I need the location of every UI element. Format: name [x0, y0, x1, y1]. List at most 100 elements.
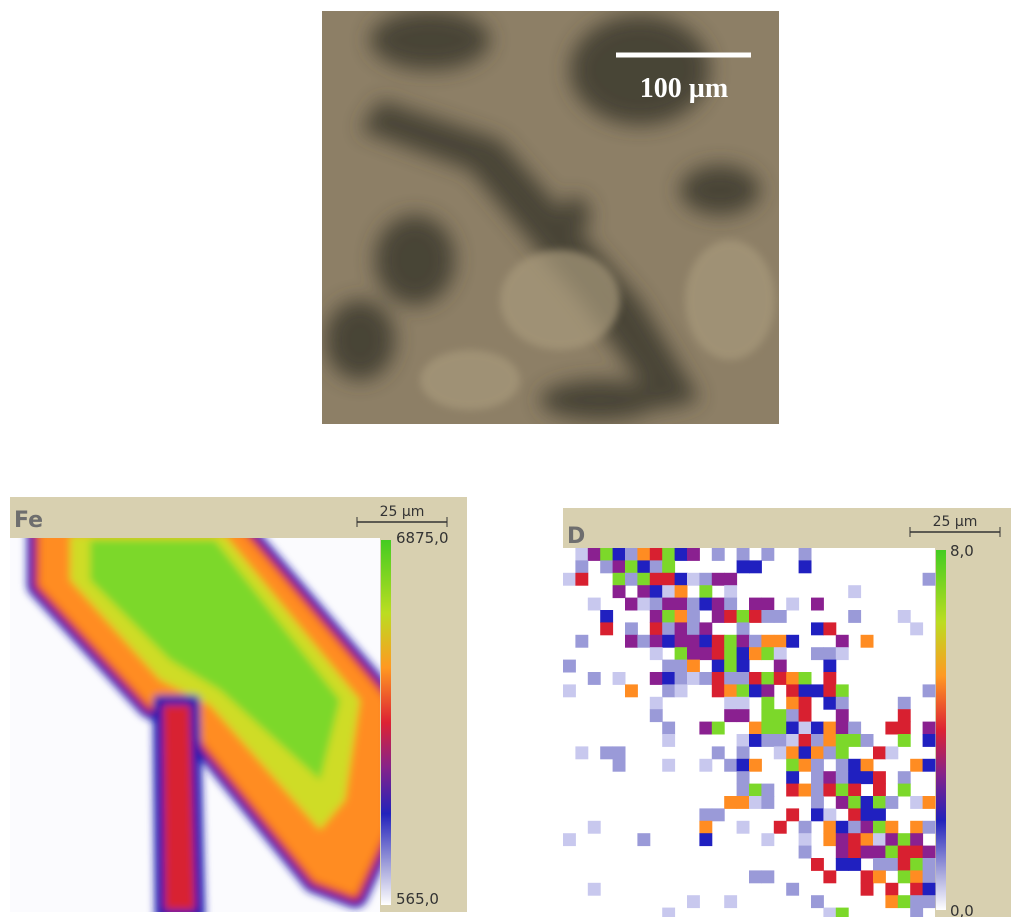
map-cell	[649, 622, 663, 636]
map-cell	[885, 845, 899, 859]
map-cell	[873, 870, 886, 884]
map-cell	[711, 721, 725, 735]
map-cell	[910, 622, 924, 636]
map-cell	[736, 758, 750, 772]
map-cell	[662, 672, 676, 685]
fe-panel: Fe 25 µm 6875,0 565,0	[10, 497, 467, 912]
map-cell	[811, 858, 824, 871]
map-cell	[699, 721, 713, 735]
map-cell	[612, 672, 626, 685]
map-cell	[823, 647, 837, 661]
map-cell	[848, 808, 862, 822]
map-cell	[736, 820, 750, 834]
map-cell	[897, 833, 911, 847]
map-cell	[835, 858, 849, 871]
map-cell	[922, 572, 936, 586]
map-cell	[885, 895, 899, 909]
max-label: 8,0	[950, 542, 974, 560]
micrograph: 100 µm	[322, 11, 779, 424]
map-cell	[848, 783, 862, 797]
map-cell	[587, 548, 601, 561]
map-cell	[563, 572, 576, 586]
map-cell	[910, 870, 924, 884]
map-cell	[786, 882, 800, 896]
map-cell	[823, 659, 837, 673]
map-cell	[649, 560, 663, 574]
map-cell	[711, 634, 725, 648]
map-cell	[811, 895, 824, 909]
scale-label: 25 µm	[380, 504, 425, 520]
map-cell	[612, 560, 626, 574]
map-cell	[773, 610, 787, 623]
map-cell	[637, 548, 651, 561]
map-cell	[687, 622, 700, 636]
map-cell	[910, 858, 924, 871]
map-cell	[773, 647, 787, 661]
map-cell	[674, 610, 688, 623]
max-label: 6875,0	[396, 529, 449, 547]
map-cell	[786, 808, 800, 822]
map-cell	[786, 597, 800, 611]
map-cell	[649, 672, 663, 685]
map-cell	[835, 796, 849, 809]
map-cell	[637, 634, 651, 648]
map-cell	[612, 746, 626, 760]
map-cell	[811, 734, 824, 747]
map-cell	[761, 597, 775, 611]
map-cell	[798, 758, 812, 772]
map-cell	[835, 709, 849, 723]
map-cell	[798, 548, 812, 561]
map-cell	[811, 796, 824, 809]
map-cell	[773, 746, 787, 760]
map-cell	[860, 882, 874, 896]
map-cell	[724, 585, 738, 599]
map-cell	[811, 721, 824, 735]
map-cell	[575, 634, 589, 648]
map-cell	[649, 597, 663, 611]
map-cell	[612, 585, 626, 599]
map-cell	[885, 746, 899, 760]
map-cell	[860, 771, 874, 785]
scale-label: 25 µm	[933, 514, 978, 530]
map-cell	[724, 597, 738, 611]
map-cell	[873, 858, 886, 871]
map-cell	[761, 796, 775, 809]
map-cell	[885, 721, 899, 735]
map-cell	[897, 783, 911, 797]
map-cell	[835, 845, 849, 859]
map-cell	[786, 634, 800, 648]
map-cell	[922, 845, 936, 859]
map-cell	[575, 560, 589, 574]
map-cell	[736, 746, 750, 760]
map-cell	[749, 721, 762, 735]
map-cell	[625, 560, 638, 574]
map-cell	[612, 572, 626, 586]
map-cell	[687, 895, 700, 909]
map-cell	[897, 696, 911, 710]
map-cell	[736, 684, 750, 698]
map-cell	[885, 858, 899, 871]
map-cell	[811, 647, 824, 661]
map-cell	[612, 758, 626, 772]
map-cell	[637, 597, 651, 611]
map-cell	[835, 647, 849, 661]
map-cell	[575, 548, 589, 561]
map-cell	[786, 734, 800, 747]
map-cell	[848, 771, 862, 785]
map-cell	[910, 758, 924, 772]
map-cell	[910, 895, 924, 909]
map-cell	[649, 572, 663, 586]
map-cell	[649, 634, 663, 648]
map-cell	[835, 907, 849, 917]
map-cell	[860, 796, 874, 809]
map-cell	[736, 622, 750, 636]
map-cell	[798, 734, 812, 747]
map-cell	[736, 771, 750, 785]
map-cell	[662, 597, 676, 611]
map-cell	[687, 610, 700, 623]
map-cell	[823, 907, 837, 917]
map-cell	[674, 659, 688, 673]
map-cell	[637, 560, 651, 574]
map-cell	[563, 684, 576, 698]
map-cell	[637, 833, 651, 847]
